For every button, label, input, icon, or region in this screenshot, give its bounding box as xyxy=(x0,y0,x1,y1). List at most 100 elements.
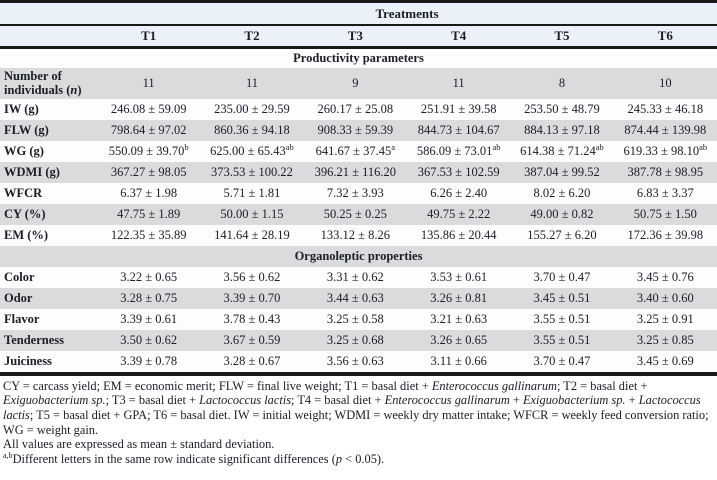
cell-value: 619.33 ± 98.10ab xyxy=(623,141,708,158)
treatment-column-t6: T6 xyxy=(613,25,717,49)
significance-letter: a xyxy=(391,141,396,152)
cell-value: 6.83 ± 3.37 xyxy=(636,185,694,200)
treatment-column-t2: T2 xyxy=(200,25,304,49)
text: CY (%) xyxy=(4,207,46,222)
text: All values are expressed as mean ± stand… xyxy=(3,437,275,452)
cell-value: 50.00 ± 1.15 xyxy=(220,206,284,221)
text: Odor xyxy=(4,291,33,306)
section-header-row: Organoleptic properties xyxy=(0,245,717,267)
table-row: WG (g) 550.09 ± 39.70b 625.00 ± 65.43ab 641… xyxy=(0,140,717,162)
italic-text: Lactococcus lactis xyxy=(199,393,292,408)
footnote: CY = carcass yield; EM = economic merit;… xyxy=(3,379,714,438)
cell-value: 3.55 ± 0.51 xyxy=(533,332,591,347)
row-label: WDMI (g) xyxy=(0,162,97,183)
italic-text: n xyxy=(70,83,78,98)
table-body: Productivity parameters Number of individ… xyxy=(0,47,717,372)
cell-value: 3.25 ± 0.58 xyxy=(326,311,384,326)
cell-value: 625.00 ± 65.43ab xyxy=(210,141,294,158)
cell-value: 3.39 ± 0.70 xyxy=(223,290,281,305)
table-row: Color 3.22 ± 0.65 3.56 ± 0.62 3.31 ± 0.62 3.… xyxy=(0,266,717,288)
cell-value: 245.33 ± 46.18 xyxy=(627,101,704,116)
cell-value: 6.26 ± 2.40 xyxy=(430,185,488,200)
cell-value: 3.40 ± 0.60 xyxy=(636,290,694,305)
text: Flavor xyxy=(4,312,40,327)
treatment-column-t5: T5 xyxy=(510,25,614,49)
cell-value: 122.35 ± 35.89 xyxy=(110,227,187,242)
footnote: a,bDifferent letters in the same row ind… xyxy=(3,450,714,467)
cell-value: 49.75 ± 2.22 xyxy=(427,206,491,221)
table-row: WDMI (g) 367.27 ± 98.05 373.53 ± 100.22 396… xyxy=(0,161,717,183)
section-header-row: Productivity parameters xyxy=(0,47,717,68)
text: + xyxy=(509,393,523,408)
text: ; T3 = basal diet + xyxy=(105,393,200,408)
treatment-column-t3: T3 xyxy=(303,25,407,49)
cell-value: 3.45 ± 0.51 xyxy=(533,290,591,305)
cell-value: 3.25 ± 0.85 xyxy=(636,332,694,347)
cell-value: 47.75 ± 1.89 xyxy=(117,206,181,221)
cell-value: 367.27 ± 98.05 xyxy=(110,164,187,179)
cell-value: 3.25 ± 0.91 xyxy=(636,311,694,326)
cell-value: 10 xyxy=(659,75,672,90)
cell-value: 367.53 ± 102.59 xyxy=(417,164,500,179)
table-row: FLW (g) 798.64 ± 97.02 860.36 ± 94.18 908.3… xyxy=(0,119,717,141)
table-row: Odor 3.28 ± 0.75 3.39 ± 0.70 3.44 ± 0.63 3.2… xyxy=(0,287,717,309)
row-label: EM (%) xyxy=(0,225,97,246)
row-label: Tenderness xyxy=(0,330,97,351)
cell-value: 3.21 ± 0.63 xyxy=(430,311,488,326)
cell-value: 3.39 ± 0.78 xyxy=(120,353,178,368)
cell-value: 3.39 ± 0.61 xyxy=(120,311,178,326)
cell-value: 387.78 ± 98.95 xyxy=(627,164,704,179)
cell-value: 908.33 ± 59.39 xyxy=(317,122,394,137)
significance-letter: b xyxy=(184,141,189,152)
italic-text: Enterococcus gallinarum xyxy=(384,393,510,408)
row-label: Number of individuals (n) xyxy=(0,68,97,99)
cell-value: 550.09 ± 39.70b xyxy=(108,141,189,158)
table-row: WFCR 6.37 ± 1.98 5.71 ± 1.81 7.32 ± 3.93 6.2… xyxy=(0,182,717,204)
italic-text: p xyxy=(335,451,343,466)
section-title: Organoleptic properties xyxy=(0,245,717,267)
corner-cell xyxy=(0,3,97,26)
table-row: Tenderness 3.50 ± 0.62 3.67 ± 0.59 3.25 ± 0… xyxy=(0,329,717,351)
cell-value: 135.86 ± 20.44 xyxy=(420,227,497,242)
table-row: Juiciness 3.39 ± 0.78 3.28 ± 0.67 3.56 ± 0.… xyxy=(0,350,717,372)
text: ; T2 = basal diet + xyxy=(556,378,648,393)
cell-value: 3.25 ± 0.68 xyxy=(326,332,384,347)
data-table: Treatments T1 T2 T3 T4 T5 T6 Productivity par… xyxy=(0,3,717,372)
cell-value: 260.17 ± 25.08 xyxy=(317,101,394,116)
text: Juiciness xyxy=(4,354,52,369)
italic-text: Enterococcus gallinarum xyxy=(431,378,557,393)
text: ) xyxy=(77,83,82,98)
text: Different letters in the same row indica… xyxy=(12,451,336,466)
cell-value: 3.26 ± 0.65 xyxy=(430,332,488,347)
section-title: Productivity parameters xyxy=(0,47,717,68)
table-row: EM (%) 122.35 ± 35.89 141.64 ± 28.19 133.12… xyxy=(0,224,717,246)
cell-value: 641.67 ± 37.45a xyxy=(315,141,396,158)
row-label: Juiciness xyxy=(0,351,97,372)
cell-value: 3.56 ± 0.62 xyxy=(223,269,281,284)
cell-value: 3.26 ± 0.81 xyxy=(430,290,488,305)
text: ; T5 = basal diet + GPA; T6 = basal diet… xyxy=(3,408,709,437)
text: FLW (g) xyxy=(4,123,49,138)
text: CY = carcass yield; EM = economic merit;… xyxy=(3,378,432,393)
row-label: CY (%) xyxy=(0,204,97,225)
footnote: All values are expressed as mean ± stand… xyxy=(3,437,714,452)
significance-letter: ab xyxy=(699,141,708,152)
text: Color xyxy=(4,270,35,285)
cell-value: 3.28 ± 0.67 xyxy=(223,353,281,368)
row-label: Flavor xyxy=(0,309,97,330)
text: < 0.05). xyxy=(342,451,385,466)
cell-value: 3.44 ± 0.63 xyxy=(326,290,384,305)
cell-value: 3.56 ± 0.63 xyxy=(326,353,384,368)
row-label: WFCR xyxy=(0,183,97,204)
treatments-table: Treatments T1 T2 T3 T4 T5 T6 Productivity par… xyxy=(0,0,717,376)
significance-letter: ab xyxy=(492,141,501,152)
significance-letter: ab xyxy=(285,141,294,152)
row-label: Color xyxy=(0,267,97,288)
superscript-text: a,b xyxy=(3,450,13,460)
cell-value: 50.25 ± 0.25 xyxy=(323,206,387,221)
cell-value: 6.37 ± 1.98 xyxy=(120,185,178,200)
text: Number of individuals ( xyxy=(4,69,71,98)
cell-value: 11 xyxy=(452,75,465,90)
cell-value: 141.64 ± 28.19 xyxy=(214,227,290,242)
cell-value: 3.28 ± 0.75 xyxy=(120,290,178,305)
